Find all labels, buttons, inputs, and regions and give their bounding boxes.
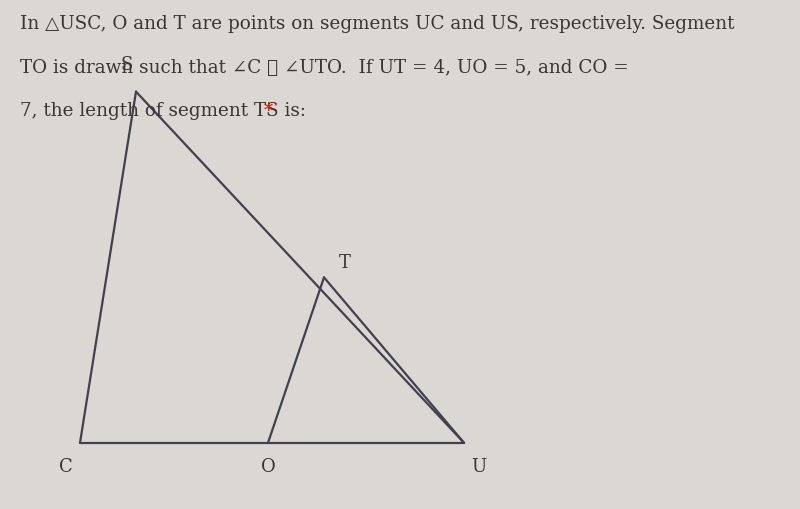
Text: S: S — [120, 56, 133, 74]
Text: *: * — [264, 102, 273, 120]
Text: C: C — [58, 458, 73, 476]
Text: In △USC, O and T are points on segments UC and US, respectively. Segment: In △USC, O and T are points on segments … — [20, 15, 734, 33]
Text: T: T — [338, 254, 350, 272]
Text: O: O — [261, 458, 275, 476]
Text: 7, the length of segment TS is:: 7, the length of segment TS is: — [20, 102, 318, 120]
Text: TO is drawn such that ∠C ≅ ∠UTO.  If UT = 4, UO = 5, and CO =: TO is drawn such that ∠C ≅ ∠UTO. If UT =… — [20, 59, 629, 76]
Text: U: U — [470, 458, 486, 476]
